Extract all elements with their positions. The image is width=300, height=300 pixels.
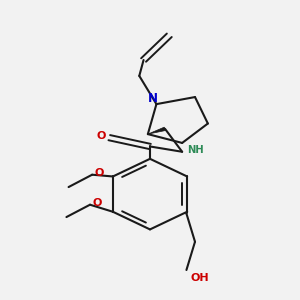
Text: O: O <box>92 198 101 208</box>
Text: N: N <box>148 92 158 105</box>
Polygon shape <box>148 127 166 134</box>
Text: O: O <box>97 131 106 141</box>
Text: O: O <box>94 168 104 178</box>
Text: NH: NH <box>187 145 204 155</box>
Text: OH: OH <box>191 273 209 283</box>
